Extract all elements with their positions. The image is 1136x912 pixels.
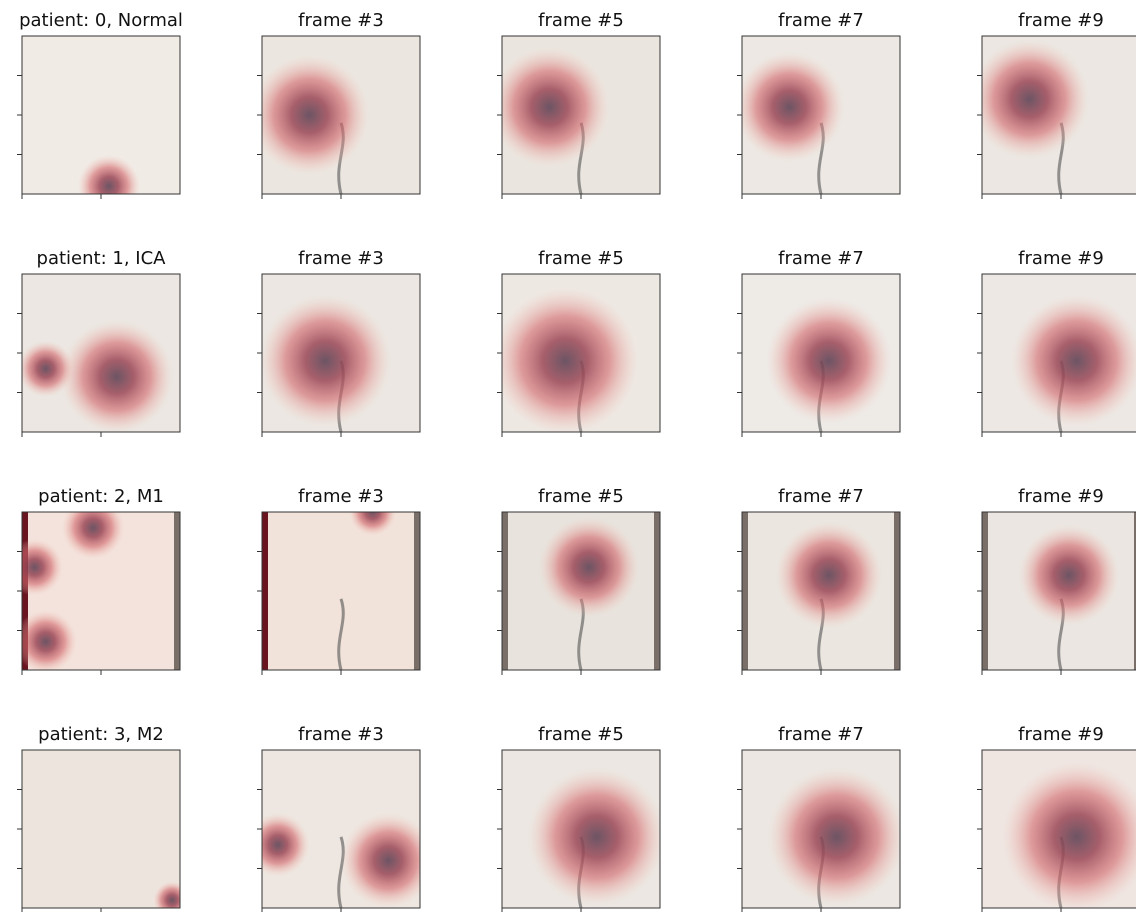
panel <box>502 750 666 908</box>
heat-blob <box>491 287 640 436</box>
figure: patient: 0, Normal frame #3 frame #5 frame … <box>0 0 1136 912</box>
heat-blob <box>527 767 666 906</box>
panel-title: frame #9 <box>1018 248 1104 269</box>
panel <box>17 274 180 434</box>
image-border <box>982 512 988 670</box>
heat-blob <box>341 813 436 908</box>
panel-title: frame #3 <box>298 248 384 269</box>
panel <box>6 496 180 673</box>
panel <box>249 36 420 194</box>
image-border <box>262 512 268 670</box>
panel <box>742 750 906 908</box>
heat-blob <box>259 295 392 428</box>
heat-blob <box>60 320 174 434</box>
heat-blob <box>734 52 845 163</box>
panel-title: patient: 1, ICA <box>37 248 167 269</box>
panel <box>491 274 660 435</box>
image-border <box>502 512 508 670</box>
panel-title: frame #9 <box>1018 486 1104 507</box>
panel-title: frame #5 <box>538 724 624 745</box>
heat-blob <box>249 55 369 175</box>
panel-title: frame #7 <box>778 248 864 269</box>
panel-title: patient: 3, M2 <box>38 724 164 745</box>
heat-blob <box>969 39 1089 159</box>
panel <box>742 512 900 670</box>
image-border <box>414 512 420 670</box>
panel-title: frame #7 <box>778 724 864 745</box>
panel-title: frame #3 <box>298 486 384 507</box>
panel <box>502 512 660 670</box>
panel <box>742 274 900 432</box>
panel <box>22 750 191 912</box>
panel <box>734 36 900 194</box>
heat-blob <box>14 610 77 673</box>
panel-title: frame #3 <box>298 10 384 31</box>
panel <box>246 750 436 908</box>
panel-image <box>262 512 420 670</box>
heat-blob <box>1018 525 1119 626</box>
panel-title: frame #5 <box>538 248 624 269</box>
image-border <box>174 512 180 670</box>
heat-blob <box>766 298 892 424</box>
panel-image <box>22 750 180 908</box>
panel-title: patient: 2, M1 <box>38 486 164 507</box>
panel-title: patient: 0, Normal <box>19 10 183 31</box>
heat-blob <box>489 47 609 167</box>
panel <box>22 36 180 218</box>
panel-title: frame #9 <box>1018 724 1104 745</box>
panel <box>982 750 1136 912</box>
image-border <box>894 512 900 670</box>
panel-title: frame #9 <box>1018 10 1104 31</box>
panel-title: frame #7 <box>778 10 864 31</box>
panel <box>259 274 420 432</box>
panel <box>982 274 1136 432</box>
heat-blob <box>775 521 882 628</box>
panel-title: frame #7 <box>778 486 864 507</box>
heat-blob <box>17 340 74 397</box>
heat-blob <box>246 813 309 876</box>
panel-title: frame #5 <box>538 486 624 507</box>
panel <box>982 512 1136 670</box>
heat-blob <box>6 539 63 596</box>
image-border <box>654 512 660 670</box>
panel <box>969 36 1136 194</box>
heat-blob <box>538 517 639 618</box>
panel <box>489 36 660 194</box>
image-border <box>742 512 748 670</box>
heat-blob <box>767 767 906 906</box>
panel <box>262 488 420 670</box>
heat-blob <box>77 155 140 218</box>
panel-title: frame #5 <box>538 10 624 31</box>
panel-title: frame #3 <box>298 724 384 745</box>
